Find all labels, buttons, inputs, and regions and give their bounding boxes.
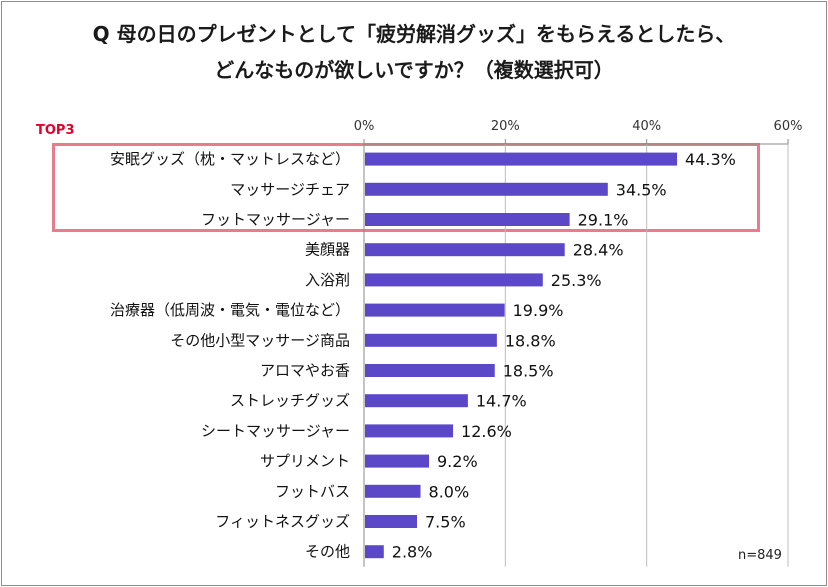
bar: [365, 394, 468, 408]
bar: [365, 364, 495, 377]
chart-title: Q 母の日のプレゼントとして「疲労解消グッズ」をもらえるとしたら、 どんなものが…: [2, 16, 826, 88]
category-label: フットバス: [275, 482, 350, 500]
bar: [365, 182, 608, 196]
x-tick-label: 60%: [774, 119, 803, 134]
x-tick-label: 20%: [491, 119, 520, 134]
data-label: 9.2%: [437, 452, 478, 471]
category-label: その他小型マッサージ商品: [170, 331, 350, 349]
data-label: 8.0%: [429, 482, 470, 501]
data-label: 34.5%: [616, 180, 667, 199]
category-label: 美顔器: [305, 241, 350, 259]
bar: [365, 454, 430, 468]
bar: [365, 515, 417, 528]
category-label: サプリメント: [260, 452, 350, 470]
data-label: 18.8%: [505, 331, 556, 350]
bar: [365, 545, 384, 559]
data-label: 29.1%: [578, 211, 629, 230]
data-label: 14.7%: [476, 392, 527, 411]
category-label: 入浴剤: [305, 271, 350, 289]
category-label: シートマッサージャー: [201, 422, 350, 440]
category-label: マッサージチェア: [230, 180, 350, 198]
x-tick-label: 40%: [632, 119, 661, 134]
bar: [365, 303, 505, 317]
x-tick-label: 0%: [354, 119, 375, 134]
data-label: 19.9%: [513, 301, 564, 320]
bar: [365, 484, 421, 498]
data-label: 2.8%: [392, 543, 433, 562]
bar: [365, 213, 570, 226]
chart-title-line-2: どんなものが欲しいですか？（複数選択可）: [214, 58, 614, 82]
data-label: 12.6%: [461, 422, 512, 441]
data-label: 18.5%: [503, 362, 554, 381]
data-label: 44.3%: [685, 150, 736, 169]
bar: [365, 424, 454, 438]
bar: [365, 333, 497, 347]
category-label: フィットネスグッズ: [215, 513, 350, 531]
data-label: 28.4%: [573, 241, 624, 260]
top3-label: TOP3: [36, 123, 75, 138]
data-label: 25.3%: [551, 271, 602, 290]
category-label: アロマやお香: [260, 362, 350, 380]
bar: [365, 152, 678, 166]
sample-size-note: n=849: [738, 548, 782, 563]
data-label: 7.5%: [425, 513, 466, 532]
chart-title-line-1: Q 母の日のプレゼントとして「疲労解消グッズ」をもらえるとしたら、: [92, 22, 736, 46]
category-label: 安眠グッズ（枕・マットレスなど）: [110, 150, 350, 168]
bar: [365, 243, 565, 257]
bar: [365, 273, 543, 287]
category-label: その他: [305, 543, 350, 561]
category-label: ストレッチグッズ: [230, 392, 350, 410]
category-label: 治療器（低周波・電気・電位など）: [110, 301, 350, 319]
category-label: フットマッサージャー: [201, 211, 350, 229]
